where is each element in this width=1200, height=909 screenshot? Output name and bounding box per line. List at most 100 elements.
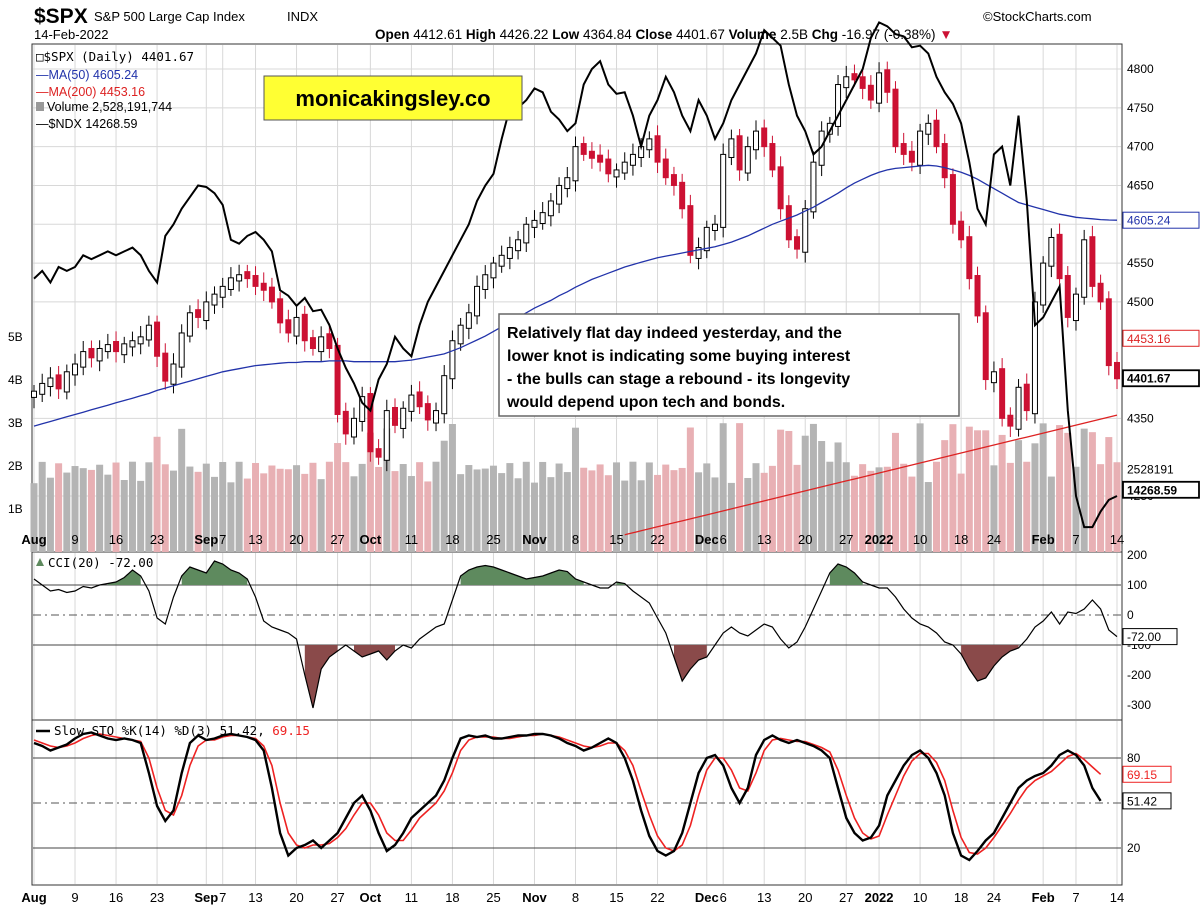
candle-down [55,374,62,390]
x-tick-label: 13 [248,532,262,547]
volume-bar [1064,432,1072,552]
volume-bar [998,434,1006,552]
cci-tick-label: -300 [1127,698,1151,712]
candle-up [498,254,505,267]
candle-down [761,127,768,148]
candle-down [1089,236,1096,287]
cci-legend-label: CCI(20) -72.00 [48,555,153,570]
candle-up [695,247,702,259]
candle-up [1072,293,1079,322]
legend-ma50: —MA(50) 4605.24 [36,68,138,82]
candle-down [794,236,801,250]
watermark-text: monicakingsley.co [295,86,490,111]
x-tick-label: 18 [445,890,459,905]
x-tick-label: 24 [987,890,1001,905]
x-tick-label: 13 [757,532,771,547]
volume-bar [900,463,908,552]
price-tag-box [1122,480,1200,499]
candle-down [851,73,858,81]
sto-legend-label: Slow STO %K(14) %D(3) 51.42, 69.15 [54,723,310,738]
candle-down [367,393,374,453]
x-tick-label: Oct [360,890,382,905]
candle-up [383,410,390,461]
candle-up [31,390,37,398]
watermark-banner: monicakingsley.co [263,75,523,121]
candle-up [129,340,136,348]
candle-down [670,174,677,186]
candle-down [113,341,120,353]
volume-bar [654,474,662,552]
candle-up [1081,239,1088,298]
volume-tick-label: 4B [8,373,23,387]
volume-bar [613,462,621,552]
cci-tick-label: 100 [1127,578,1147,592]
candle-up [474,285,481,317]
candle-down [679,181,686,210]
candle-up [441,375,448,415]
x-tick-label: 16 [109,532,123,547]
candle-up [547,200,554,217]
candle-up [572,146,579,182]
volume-legend-icon [36,102,44,111]
candle-up [145,324,152,341]
volume-bar [604,475,612,552]
x-tick-label: 23 [150,532,164,547]
x-tick-label: 22 [650,532,664,547]
volume-bar [457,474,465,552]
volume-bar [1056,425,1064,552]
header-date: 14-Feb-2022 [34,27,108,42]
cci-tag-label: -72.00 [1127,630,1161,644]
cci-overbought-fill [181,561,248,585]
volume-bar [112,462,120,552]
candle-down [416,391,423,408]
volume-bar [375,466,383,552]
price-tag-box [1123,460,1199,477]
annotation-line-4: would depend upon tech and bonds. [506,394,785,411]
volume-bar [489,465,497,552]
x-tick-label: Aug [21,532,46,547]
volume-bar [637,480,645,552]
volume-bar [79,468,87,552]
volume-bar [941,440,949,552]
header-ohlc: Open 4412.61 High 4426.22 Low 4364.84 Cl… [375,27,953,42]
candle-down [662,158,669,179]
candle-up [72,363,79,376]
volume-bar [588,470,596,552]
volume-bar [383,428,391,552]
cci-legend: CCI(20) -72.00 [36,555,153,570]
x-tick-label: 6 [720,532,727,547]
volume-bar [727,482,735,552]
volume-bar [547,477,555,552]
candle-down [1064,275,1071,318]
volume-bar [818,441,826,552]
x-tick-label: 18 [445,532,459,547]
price-tag-box [1122,329,1200,347]
candle-up [564,177,571,190]
candle-up [531,219,538,228]
volume-bar [227,482,235,552]
volume-bar [826,461,834,552]
candle-down [933,119,940,148]
volume-bar [670,470,678,552]
volume-bar [46,477,54,552]
x-tick-label: 9 [71,890,78,905]
volume-bar [1088,432,1096,552]
candle-up [39,382,46,395]
candle-down [260,282,267,291]
volume-bar [686,427,694,552]
candle-up [350,417,357,438]
sto-tag-box [1122,792,1172,810]
candle-up [121,343,128,356]
candle-up [703,226,710,252]
annotation-line-2: lower knot is indicating some buying int… [507,348,851,365]
volume-bar [506,463,514,552]
sto-legend: Slow STO %K(14) %D(3) 51.42, 69.15 [36,723,310,738]
cci-oversold-fill [674,645,707,681]
x-tick-label: 7 [1072,532,1079,547]
volume-bar [498,473,506,552]
candle-up [556,184,563,205]
volume-bar [399,464,407,552]
volume-bar [38,461,46,552]
volume-tick-label: 2B [8,459,23,473]
